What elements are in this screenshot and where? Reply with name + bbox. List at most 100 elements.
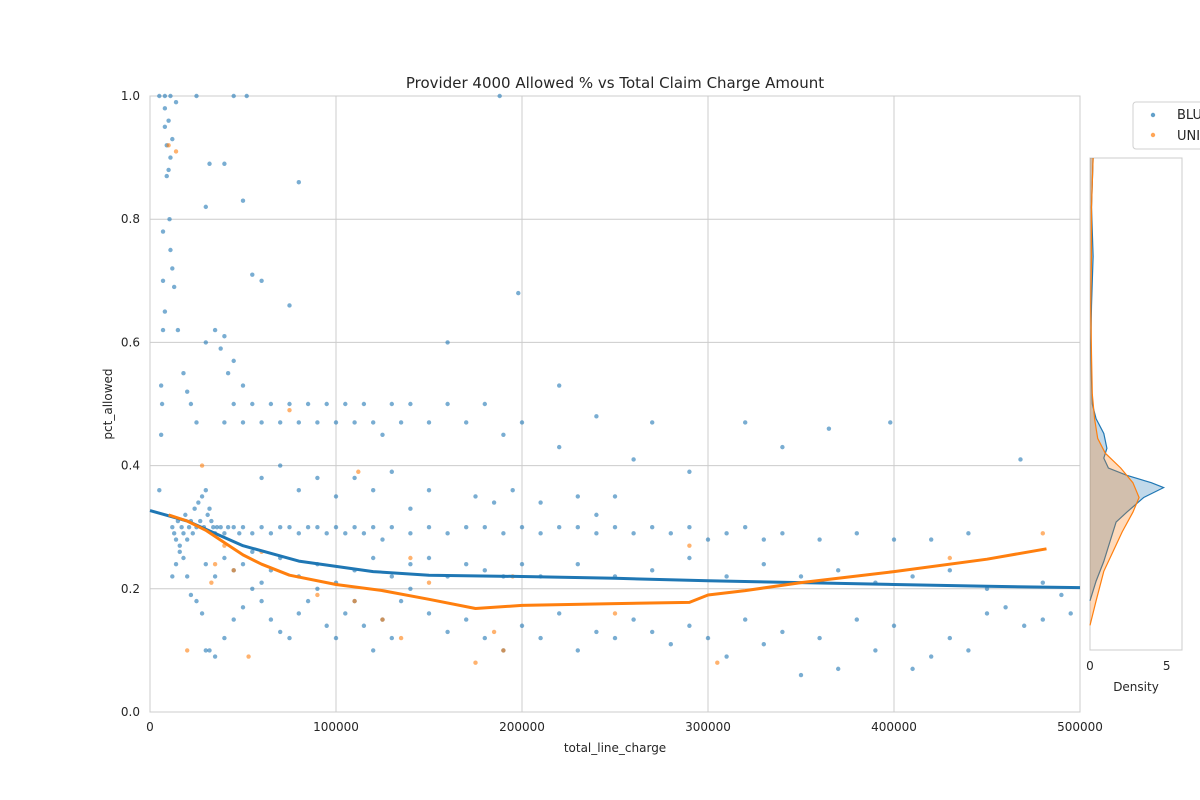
scatter-point-blu [761, 642, 766, 647]
scatter-point-blu [1018, 457, 1023, 462]
scatter-point-blu [687, 525, 692, 530]
scatter-point-blu [162, 106, 168, 111]
scatter-point-uni [380, 617, 385, 622]
scatter-point-blu [333, 494, 339, 499]
scatter-point-blu [259, 278, 264, 283]
scatter-point-blu [426, 525, 432, 530]
scatter-point-blu [445, 629, 450, 635]
scatter-point-blu [190, 531, 195, 536]
scatter-point-blu [464, 561, 469, 567]
legend-label-uni: UNI [1177, 129, 1200, 144]
y-tick-label: 0.2 [121, 582, 140, 596]
scatter-point-blu [159, 401, 165, 407]
scatter-point-blu [268, 531, 274, 536]
scatter-point-blu [519, 525, 525, 530]
scatter-point-blu [185, 537, 190, 542]
scatter-point-blu [631, 617, 636, 622]
y-tick-label: 0.8 [121, 212, 140, 226]
scatter-point-blu [371, 555, 376, 561]
legend: BLU UNI [1132, 101, 1200, 150]
scatter-point-blu [259, 598, 264, 604]
scatter-point-blu [324, 531, 329, 536]
scatter-point-blu [497, 93, 502, 99]
scatter-point-blu [188, 592, 194, 598]
scatter-point-blu [315, 475, 320, 481]
scatter-point-blu [724, 531, 729, 536]
scatter-point-blu [194, 420, 199, 425]
scatter-point-blu [464, 525, 469, 530]
scatter-point-blu [575, 525, 580, 530]
scatter-point-blu [333, 525, 339, 530]
scatter-point-blu [259, 420, 264, 425]
y-tick-label: 0.0 [121, 705, 140, 719]
scatter-point-blu [203, 204, 208, 210]
scatter-point-blu [1003, 605, 1008, 610]
scatter-point-blu [380, 432, 385, 437]
density-area-uni [1090, 158, 1140, 626]
scatter-point-blu [817, 537, 822, 542]
scatter-point-blu [891, 623, 897, 628]
scatter-point-blu [296, 611, 301, 616]
scatter-point-blu [305, 525, 311, 530]
scatter-point-blu [519, 561, 525, 567]
scatter-point-blu [287, 401, 292, 407]
scatter-point-blu [668, 642, 673, 647]
scatter-point-blu [371, 488, 376, 493]
scatter-point-blu [910, 666, 915, 672]
scatter-point-blu [343, 401, 348, 407]
scatter-point-blu [836, 568, 841, 573]
scatter-point-blu [157, 488, 162, 493]
scatter-point-blu [343, 531, 348, 536]
scatter-point-uni [426, 580, 432, 585]
scatter-point-blu [854, 617, 859, 622]
scatter-point-blu [237, 531, 242, 536]
main-plot-background [149, 95, 1081, 713]
scatter-point-blu [780, 629, 785, 635]
scatter-point-blu [175, 327, 181, 333]
scatter-point-blu [250, 549, 255, 555]
scatter-point-blu [160, 229, 166, 234]
scatter-point-blu [207, 506, 212, 511]
main-plot: 0 100000 200000 300000 400000 500000 0.00.20.… [101, 74, 1103, 755]
scatter-point-blu [826, 426, 832, 431]
scatter-point-blu [836, 666, 841, 672]
scatter-point-blu [761, 537, 766, 542]
scatter-point-blu [166, 167, 171, 173]
scatter-point-blu [687, 469, 692, 474]
scatter-point-blu [287, 525, 292, 530]
scatter-point-blu [687, 623, 692, 628]
scatter-point-blu [352, 525, 357, 530]
scatter-point-blu [780, 444, 785, 450]
scatter-point-blu [426, 555, 432, 561]
scatter-point-blu [196, 500, 201, 505]
chart-title: Provider 4000 Allowed % vs Total Claim C… [406, 74, 824, 92]
scatter-point-blu [371, 648, 376, 653]
scatter-point-blu [231, 617, 236, 622]
scatter-point-uni [491, 629, 497, 635]
scatter-point-blu [170, 136, 175, 142]
scatter-point-blu [464, 617, 469, 622]
x-tick-label: 100000 [313, 720, 359, 734]
scatter-point-blu [1040, 580, 1046, 585]
scatter-point-blu [389, 574, 394, 579]
density-x-tick-label: 5 [1163, 659, 1171, 673]
scatter-point-blu [168, 93, 173, 99]
scatter-point-blu [408, 531, 413, 536]
scatter-point-blu [854, 531, 859, 536]
scatter-point-blu [231, 358, 236, 364]
density-line-uni [1089, 157, 1140, 626]
scatter-point-blu [296, 531, 301, 536]
scatter-point-uni [287, 407, 292, 413]
scatter-point-blu [371, 525, 376, 530]
scatter-point-uni [246, 654, 251, 659]
scatter-point-blu [240, 383, 246, 388]
scatter-point-blu [162, 93, 168, 99]
x-tick-label: 400000 [871, 720, 917, 734]
scatter-point-blu [426, 611, 432, 616]
scatter-point-blu [501, 432, 506, 437]
scatter-point-blu [798, 672, 804, 678]
scatter-point-blu [181, 371, 186, 376]
scatter-point-blu [389, 525, 394, 530]
scatter-point-blu [168, 155, 173, 160]
